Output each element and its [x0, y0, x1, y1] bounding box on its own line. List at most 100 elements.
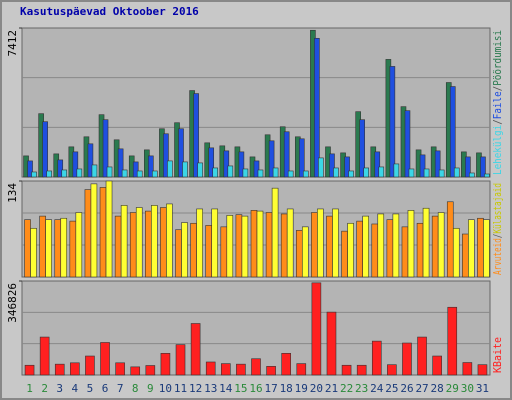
x-tick-label: 8 — [132, 382, 139, 395]
bar — [333, 167, 339, 178]
x-tick-label: 1 — [26, 382, 33, 395]
bar — [484, 173, 490, 178]
bar — [190, 323, 201, 376]
y-tick-label: 346826 — [6, 283, 19, 323]
bar — [39, 336, 50, 376]
x-tick-label: 27 — [415, 382, 428, 395]
bar — [24, 219, 31, 278]
bar — [348, 170, 354, 178]
bar — [332, 208, 339, 278]
bar — [61, 169, 68, 178]
legend-entry: Faile — [491, 91, 504, 119]
bar — [362, 215, 369, 278]
x-tick-label: 16 — [249, 382, 262, 395]
bar — [100, 342, 110, 376]
bar — [356, 220, 363, 278]
bar — [377, 213, 385, 278]
chart-title: Kasutuspäevad Oktoober 2016 — [20, 5, 199, 18]
bar — [453, 167, 460, 178]
legend-separator: / — [491, 119, 504, 125]
bar — [407, 210, 415, 278]
bar — [211, 208, 219, 278]
bar — [76, 168, 83, 178]
bar — [480, 156, 486, 178]
bar — [465, 156, 471, 178]
x-tick-label: 5 — [87, 382, 94, 395]
legend: KBaite — [491, 337, 504, 373]
bar — [235, 214, 243, 278]
bar — [371, 340, 382, 376]
bar — [115, 362, 125, 376]
bar — [363, 167, 369, 178]
bar — [238, 151, 245, 178]
bar — [389, 66, 396, 178]
x-tick-label: 10 — [159, 382, 172, 395]
bar — [175, 229, 182, 278]
x-tick-label: 30 — [461, 382, 474, 395]
bar — [256, 210, 264, 278]
bar — [121, 169, 128, 178]
bar — [251, 358, 261, 376]
bar — [417, 336, 427, 376]
bar — [242, 168, 249, 178]
bar — [196, 208, 203, 278]
x-tick-label: 26 — [400, 382, 413, 395]
bar — [117, 148, 124, 178]
x-tick-label: 21 — [325, 382, 338, 395]
bar — [311, 212, 318, 278]
bar — [280, 213, 288, 278]
x-tick-label: 4 — [72, 382, 79, 395]
bar — [302, 170, 309, 178]
bar — [268, 140, 275, 178]
bar — [54, 219, 62, 278]
x-tick-label: 19 — [295, 382, 308, 395]
bar — [197, 162, 203, 178]
bar — [163, 133, 169, 178]
x-tick-label: 31 — [476, 382, 489, 395]
bar — [326, 215, 333, 278]
bar — [271, 187, 279, 278]
bar — [227, 165, 234, 178]
bar — [69, 220, 77, 278]
bar — [205, 225, 213, 278]
bar — [46, 170, 52, 178]
bar — [178, 128, 184, 178]
bar — [477, 364, 488, 376]
bar — [250, 210, 258, 278]
bar — [135, 207, 143, 278]
legend-separator: / — [491, 86, 504, 92]
bar — [145, 210, 152, 278]
bar — [193, 93, 199, 178]
bar — [265, 212, 273, 278]
bar — [102, 119, 109, 178]
bar — [45, 219, 52, 278]
bar — [57, 159, 64, 178]
x-tick-label: 18 — [280, 382, 293, 395]
bar — [85, 355, 95, 376]
legend-entry: Pöördumisi — [491, 30, 504, 86]
x-tick-label: 28 — [431, 382, 444, 395]
bar — [160, 353, 171, 376]
legend-entry: KBaite — [491, 337, 504, 373]
x-tick-label: 11 — [174, 382, 187, 395]
y-tick-label: 134 — [6, 183, 19, 203]
bar — [75, 212, 83, 278]
bar — [236, 363, 246, 376]
bar — [419, 154, 426, 178]
x-tick-label: 25 — [385, 382, 398, 395]
legend-entry: Arvuteid — [491, 238, 504, 275]
bar — [329, 153, 335, 178]
bar — [434, 150, 441, 178]
bar — [404, 110, 411, 178]
bar — [190, 222, 197, 278]
bar — [30, 227, 37, 278]
bar — [317, 208, 324, 278]
bar — [114, 215, 122, 278]
x-tick-label: 2 — [41, 382, 48, 395]
bar — [452, 227, 460, 278]
y-tick-label: 7412 — [6, 30, 19, 57]
x-tick-label: 15 — [234, 382, 247, 395]
bar — [416, 222, 424, 278]
bar — [130, 366, 141, 376]
